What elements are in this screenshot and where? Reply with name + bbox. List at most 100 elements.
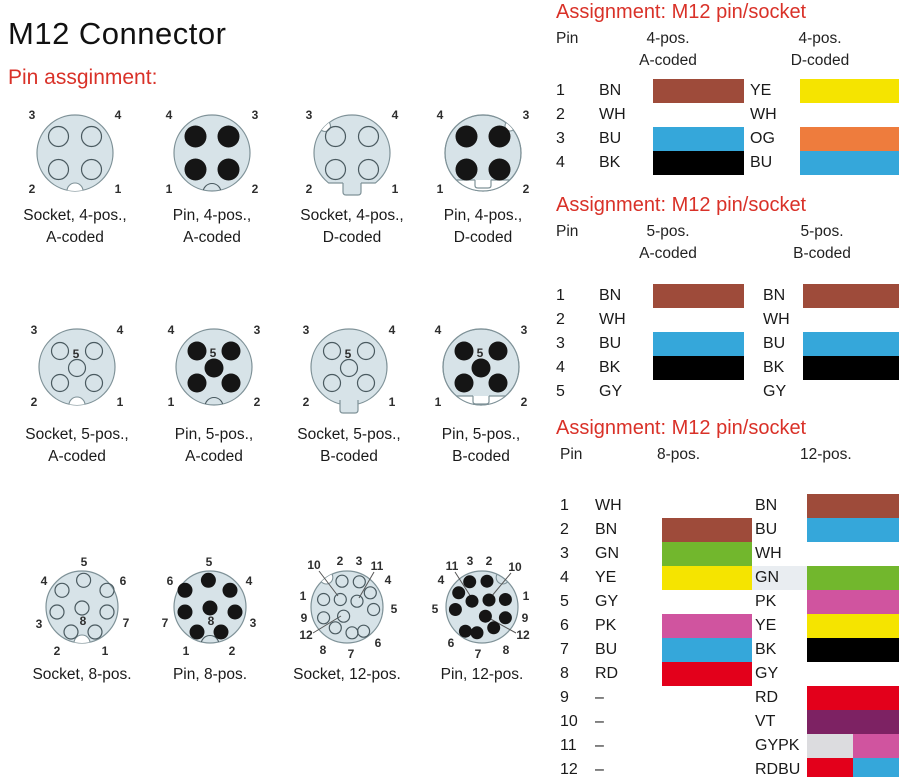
wire-color-bar-BK (803, 356, 899, 380)
socket-hole (337, 609, 351, 623)
leader-line (490, 572, 512, 598)
socket-hole (49, 604, 65, 620)
pin-contact (488, 158, 511, 181)
pin-number-label: 1 (300, 589, 307, 603)
pin-contact (455, 125, 478, 148)
socket-hole (317, 611, 331, 625)
socket-hole (339, 358, 359, 378)
pin-contact (187, 341, 207, 361)
connector-caption-line: A-coded (183, 229, 241, 246)
pin-number-label: 8 (503, 643, 510, 657)
wire-color-bar-BN (653, 284, 744, 308)
wire-color-bar-BU (653, 332, 744, 356)
pin-contact (498, 593, 512, 606)
column-header-1: 8-pos. (657, 444, 700, 466)
wire-color-code: YE (750, 82, 772, 99)
pin-number-label: 12 (299, 628, 313, 642)
wire-color-code: WH (595, 497, 622, 514)
wire-color-code: BU (599, 130, 622, 147)
pin-number: 3 (556, 130, 565, 147)
pin-number-label: 7 (123, 616, 130, 630)
pin-contact (177, 582, 193, 598)
pin-contact (488, 373, 508, 393)
connector-caption-line: A-coded (185, 448, 243, 465)
pin-number-label: 4 (435, 323, 442, 337)
socket-hole (322, 341, 342, 361)
wire-color-code: YE (755, 617, 777, 634)
wire-color-code: GY (599, 383, 623, 400)
connector-caption-pin-5pos-b: Pin, 5-pos., B-coded (406, 424, 556, 468)
pin-contact (478, 609, 492, 623)
pin-number-label: 1 (115, 182, 122, 196)
pin-number: 2 (556, 106, 565, 123)
pin-number-label: 2 (303, 395, 310, 409)
wire-color-bar-OG (800, 127, 899, 151)
wire-color-code: WH (599, 311, 626, 328)
pin-number: 9 (560, 689, 569, 706)
wire-color-bar-BK (807, 638, 899, 662)
wire-color-code: BN (755, 497, 778, 514)
connector-caption-socket-4pos-a: Socket, 4-pos., A-coded (0, 205, 150, 249)
pin-contact (498, 611, 512, 625)
column-header-line: B-coded (793, 245, 851, 262)
wire-color-code: GYPK (755, 737, 800, 754)
leader-line (312, 615, 342, 634)
pin-contact (222, 582, 238, 598)
socket-hole (356, 373, 376, 393)
connector-diagram-socket-4pos-a: 3 4 2 1 (29, 108, 122, 196)
connector-caption-pin-4pos-a: Pin, 4-pos., A-coded (137, 205, 287, 249)
pin-number-label: 10 (307, 558, 321, 572)
wire-color-bar-RD (662, 662, 752, 686)
pin-contact (204, 358, 224, 378)
wire-color-code: – (595, 737, 604, 754)
pin-contact (227, 604, 243, 620)
column-header-line: 5-pos. (800, 223, 844, 240)
pin-number-label: 4 (168, 323, 175, 337)
pin-number-label: 2 (486, 554, 493, 568)
leader-line (454, 571, 472, 598)
pin-contact (200, 572, 216, 588)
socket-hole (363, 586, 377, 600)
pin-number-label: 12 (516, 628, 530, 642)
wire-color-bar-PK (807, 590, 899, 614)
pin-number-label: 4 (117, 323, 124, 337)
pin-number: 5 (556, 383, 565, 400)
pin-number: 4 (556, 359, 565, 376)
connector-diagram-pin-5pos-a: 4 3 1 2 5 (168, 323, 261, 409)
pin-number-label: 9 (522, 611, 529, 625)
wire-color-code: BK (763, 359, 785, 376)
pin-number-label: 3 (303, 323, 310, 337)
pin-number-label: 4 (437, 108, 444, 122)
pin-number: 12 (560, 761, 578, 777)
connector-caption-pin-5pos-a: Pin, 5-pos., A-coded (139, 424, 289, 468)
pin-number: 2 (556, 311, 565, 328)
socket-hole (367, 602, 381, 617)
pin-number: 1 (556, 82, 565, 99)
wire-color-bar-VT (807, 710, 899, 734)
pin-contact (221, 341, 241, 361)
wire-color-code: YE (595, 569, 617, 586)
pin-number-label: 1 (102, 644, 109, 658)
pin-contact (184, 158, 207, 181)
socket-hole (80, 125, 103, 148)
socket-hole (84, 341, 104, 361)
column-header-2: 4-pos. D-coded (791, 28, 850, 72)
pin-contact (187, 373, 207, 393)
column-header-2: 12-pos. (800, 444, 852, 466)
connector-diagram-pin-8pos: 5 6 71 23 4 8 (162, 555, 257, 658)
pin-contact (455, 158, 478, 181)
wire-color-bar-RD (807, 758, 853, 777)
connector-caption-socket-5pos-b: Socket, 5-pos., B-coded (274, 424, 424, 468)
socket-hole (324, 158, 347, 181)
socket-hole (324, 125, 347, 148)
pin-number-label: 6 (167, 574, 174, 588)
wire-color-code: BU (750, 154, 773, 171)
connector-diagram-socket-4pos-d: 3 4 2 1 (306, 108, 399, 210)
wire-color-code: BU (763, 335, 786, 352)
pin-number-label: 11 (446, 559, 459, 573)
column-header-2: 5-pos. B-coded (793, 221, 851, 265)
wire-color-code: BK (755, 641, 777, 658)
socket-hole (328, 621, 342, 635)
connector-caption-socket-4pos-d: Socket, 4-pos., D-coded (277, 205, 427, 249)
wire-color-code: BN (599, 82, 622, 99)
